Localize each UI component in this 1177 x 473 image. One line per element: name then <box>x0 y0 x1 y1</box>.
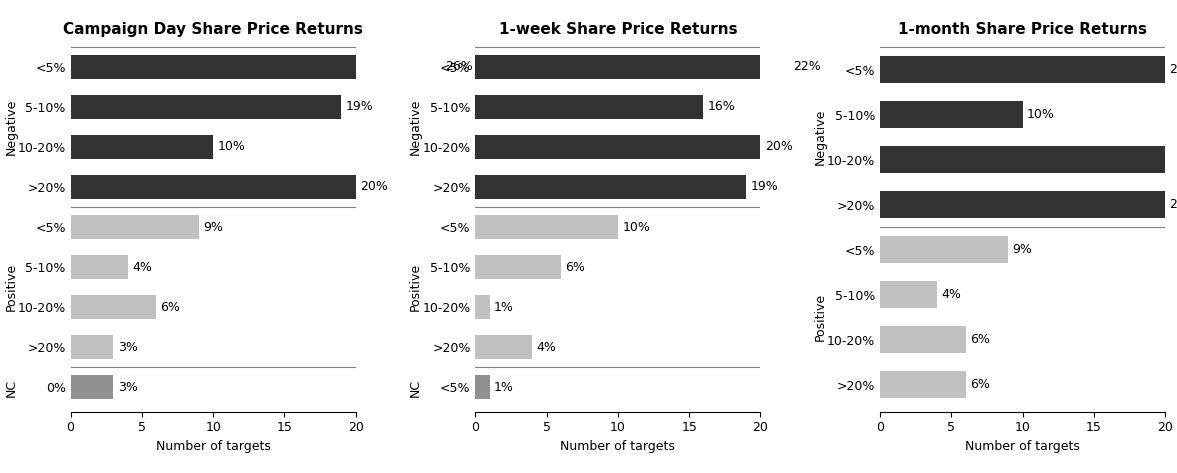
Text: 6%: 6% <box>565 261 585 274</box>
Bar <box>476 95 704 119</box>
Text: 4%: 4% <box>132 261 152 274</box>
Bar <box>476 255 561 279</box>
Bar <box>476 215 618 239</box>
Bar <box>880 56 1165 83</box>
X-axis label: Number of targets: Number of targets <box>560 440 676 453</box>
Text: 20%: 20% <box>765 140 792 153</box>
Text: Positive: Positive <box>813 293 826 341</box>
Bar <box>880 101 1023 128</box>
Bar <box>880 326 965 353</box>
Text: Positive: Positive <box>5 263 18 311</box>
Bar <box>476 335 532 359</box>
Bar <box>71 335 113 359</box>
Text: 22%: 22% <box>793 60 822 73</box>
Bar <box>880 191 1165 218</box>
Bar <box>71 175 355 199</box>
Text: 4%: 4% <box>537 341 557 354</box>
Text: 3%: 3% <box>118 341 138 354</box>
Title: 1-month Share Price Returns: 1-month Share Price Returns <box>898 22 1148 37</box>
Text: Negative: Negative <box>813 109 826 165</box>
Bar <box>71 95 341 119</box>
Bar <box>71 295 157 319</box>
Text: 20%: 20% <box>360 180 388 193</box>
Bar <box>71 54 441 79</box>
Text: Negative: Negative <box>410 98 423 155</box>
Text: 26%: 26% <box>445 60 473 73</box>
Text: 3%: 3% <box>118 381 138 394</box>
Text: 10%: 10% <box>623 220 650 234</box>
X-axis label: Number of targets: Number of targets <box>965 440 1080 453</box>
Bar <box>880 281 937 308</box>
Text: 9%: 9% <box>204 220 224 234</box>
Bar <box>476 135 760 159</box>
Text: 10%: 10% <box>1028 108 1055 121</box>
Bar <box>71 255 127 279</box>
Bar <box>71 215 199 239</box>
Text: NC: NC <box>410 378 423 396</box>
Text: 20%: 20% <box>1170 198 1177 211</box>
Text: 9%: 9% <box>1012 243 1032 256</box>
Text: 6%: 6% <box>160 301 180 314</box>
Bar <box>476 295 490 319</box>
Text: 19%: 19% <box>346 100 373 113</box>
Text: 1%: 1% <box>494 381 514 394</box>
Bar <box>880 146 1177 173</box>
Text: 4%: 4% <box>942 288 962 301</box>
Bar <box>71 135 213 159</box>
Bar <box>880 371 965 398</box>
Bar <box>476 175 746 199</box>
Bar <box>476 376 490 400</box>
Bar <box>71 376 113 400</box>
Text: 20%: 20% <box>1170 63 1177 76</box>
Text: Positive: Positive <box>410 263 423 311</box>
Text: 6%: 6% <box>970 333 990 346</box>
Text: 10%: 10% <box>218 140 245 153</box>
Bar <box>476 54 789 79</box>
Text: 6%: 6% <box>970 378 990 391</box>
Text: Negative: Negative <box>5 98 18 155</box>
Text: NC: NC <box>5 378 18 396</box>
Title: 1-week Share Price Returns: 1-week Share Price Returns <box>499 22 737 37</box>
Text: 16%: 16% <box>707 100 736 113</box>
Bar <box>880 236 1009 263</box>
X-axis label: Number of targets: Number of targets <box>155 440 271 453</box>
Title: Campaign Day Share Price Returns: Campaign Day Share Price Returns <box>64 22 363 37</box>
Text: 19%: 19% <box>751 180 778 193</box>
Text: 1%: 1% <box>494 301 514 314</box>
